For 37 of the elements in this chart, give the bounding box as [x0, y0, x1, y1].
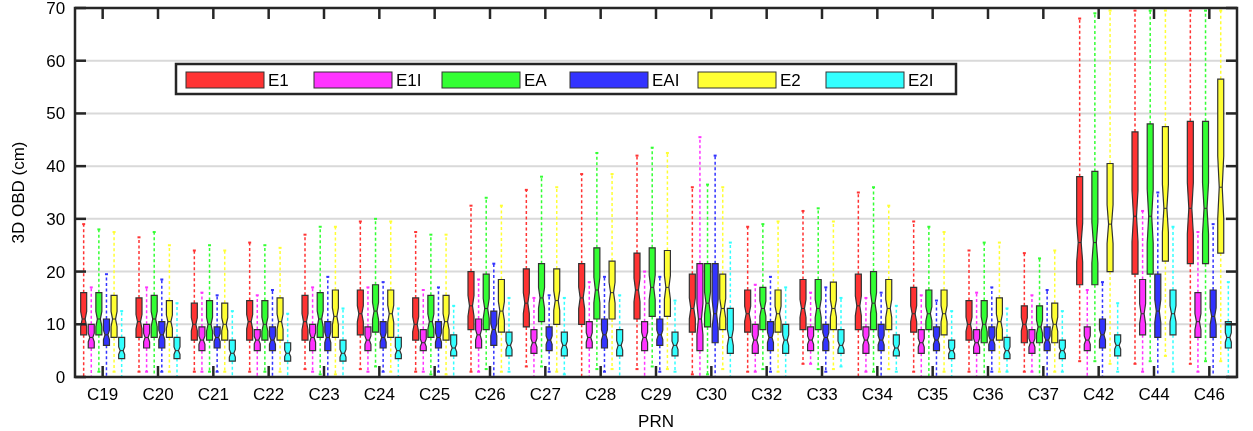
legend-label: E2I	[908, 71, 934, 90]
x-tick-label: C23	[308, 385, 340, 405]
y-tick-label: 20	[46, 262, 66, 282]
x-tick-label: C28	[585, 385, 617, 405]
x-tick-label: C27	[529, 385, 561, 405]
x-tick-label: C33	[806, 385, 838, 405]
x-tick-label: C42	[1083, 385, 1115, 405]
x-tick-label: C32	[751, 385, 783, 405]
x-tick-label: C22	[253, 385, 285, 405]
x-tick-label: C26	[474, 385, 506, 405]
x-tick-label: C19	[87, 385, 119, 405]
y-tick-label: 70	[46, 0, 66, 18]
y-tick-label: 50	[46, 104, 66, 124]
x-tick-label: C37	[1027, 385, 1059, 405]
legend-label: E1I	[396, 71, 422, 90]
y-tick-label: 40	[46, 157, 66, 177]
y-tick-label: 30	[46, 209, 66, 229]
legend-label: E2	[780, 71, 801, 90]
y-tick-label: 60	[46, 51, 66, 71]
x-tick-label: C44	[1138, 385, 1170, 405]
x-axis-title: PRN	[638, 412, 674, 431]
legend-label: EAI	[652, 71, 680, 90]
x-tick-label: C25	[419, 385, 451, 405]
x-tick-label: C36	[972, 385, 1004, 405]
x-tick-label: C29	[640, 385, 672, 405]
x-tick-label: C24	[363, 385, 395, 405]
x-tick-label: C35	[917, 385, 949, 405]
x-tick-label: C20	[142, 385, 174, 405]
legend-label: E1	[268, 71, 289, 90]
x-tick-label: C46	[1193, 385, 1225, 405]
y-tick-label: 10	[46, 315, 66, 335]
x-tick-label: C34	[861, 385, 893, 405]
y-tick-label: 0	[55, 367, 66, 387]
x-tick-label: C30	[695, 385, 727, 405]
legend-label: EA	[524, 71, 548, 90]
y-axis-title: 3D OBD (cm)	[9, 141, 28, 244]
x-tick-label: C21	[197, 385, 229, 405]
